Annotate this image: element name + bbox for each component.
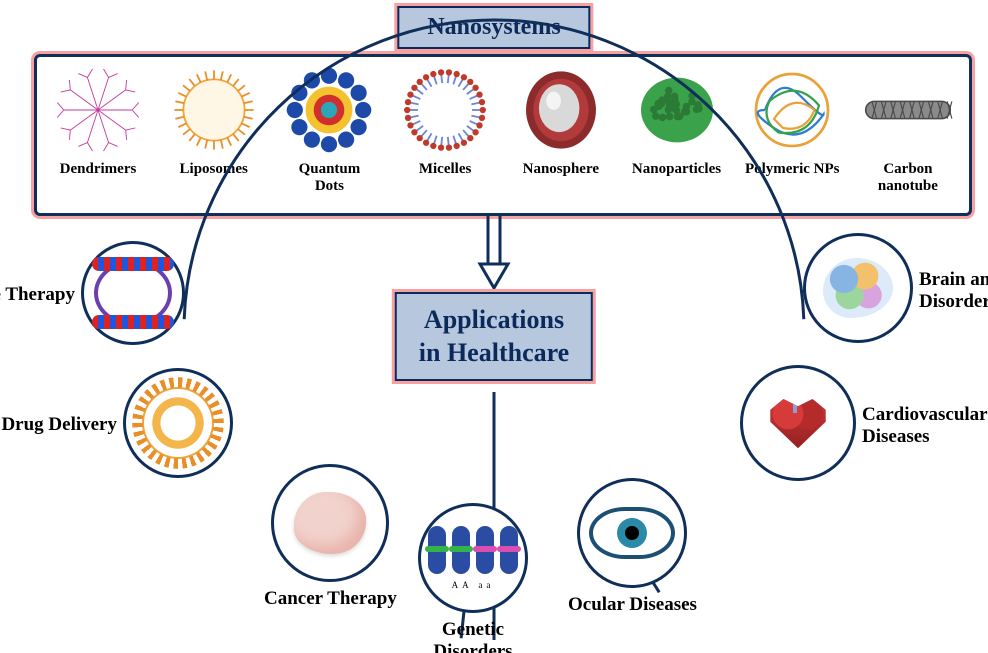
nanosystem-icon — [398, 63, 492, 157]
app-cardio-circle — [740, 365, 856, 481]
app-cancer-therapy-circle — [271, 464, 389, 582]
nanosystem-label: Nanoparticles — [632, 161, 721, 178]
app-brain-cns-label: Brain and CNSDisorders — [919, 269, 988, 313]
app-cancer-therapy: Cancer Therapy — [264, 464, 397, 610]
tumor-icon — [294, 492, 366, 554]
app-ocular-circle — [577, 478, 687, 588]
app-cardio: CardiovascularDiseases — [740, 365, 856, 481]
app-ocular-label: Ocular Diseases — [568, 594, 697, 616]
plasmid-icon — [94, 260, 172, 326]
title-nanosystems: Nanosystems — [397, 6, 590, 49]
nanosystems-panel: Dendrimers Liposomes QuantumDots Micelle… — [34, 54, 972, 216]
app-drug-delivery: Drug Delivery — [123, 368, 233, 478]
nanosystem-icon — [630, 63, 724, 157]
nanosystem-item: Nanoparticles — [622, 57, 732, 178]
nanosystem-icon — [167, 63, 261, 157]
nanosystem-icon — [745, 63, 839, 157]
app-brain-cns: Brain and CNSDisorders — [803, 233, 913, 343]
app-gene-therapy: Gene Therapy — [81, 241, 185, 345]
app-cardio-label: CardiovascularDiseases — [862, 404, 988, 448]
nanosystem-label: QuantumDots — [299, 161, 361, 196]
nanosystem-label: Nanosphere — [523, 161, 599, 178]
nanosystem-item: Micelles — [390, 57, 500, 178]
brain-icon — [823, 258, 893, 318]
arrow-down-icon — [476, 214, 512, 290]
app-gene-therapy-circle — [81, 241, 185, 345]
nanosystem-icon — [861, 63, 955, 157]
app-ocular: Ocular Diseases — [568, 478, 697, 616]
nanosystem-label: Polymeric NPs — [745, 161, 840, 178]
eye-icon — [589, 507, 675, 559]
app-genetic: AA aa GeneticDisorders — [418, 503, 528, 653]
center-applications-box: Applicationsin Healthcare — [395, 292, 593, 381]
nanosystem-item: QuantumDots — [274, 57, 384, 196]
app-brain-cns-circle — [803, 233, 913, 343]
nanosystem-item: Nanosphere — [506, 57, 616, 178]
nanosystem-label: Liposomes — [180, 161, 248, 178]
app-genetic-label: GeneticDisorders — [433, 619, 512, 653]
nanosystem-label: Carbonnanotube — [878, 161, 938, 196]
app-genetic-circle: AA aa — [418, 503, 528, 613]
nanosystem-label: Dendrimers — [60, 161, 137, 178]
nanosystem-item: Carbonnanotube — [853, 57, 963, 196]
chromosome-icon: AA aa — [428, 526, 518, 590]
nanosystem-label: Micelles — [419, 161, 471, 178]
nanosystem-icon — [51, 63, 145, 157]
app-gene-therapy-label: Gene Therapy — [0, 284, 75, 306]
nanosystem-item: Liposomes — [159, 57, 269, 178]
app-drug-delivery-circle — [123, 368, 233, 478]
nanosystem-item: Dendrimers — [43, 57, 153, 178]
nanosystem-icon — [514, 63, 608, 157]
nanosystem-icon — [282, 63, 376, 157]
diagram-root: Nanosystems — [0, 0, 988, 653]
nanosystem-item: Polymeric NPs — [737, 57, 847, 178]
heart-icon — [765, 393, 831, 453]
app-drug-delivery-label: Drug Delivery — [1, 414, 117, 436]
app-cancer-therapy-label: Cancer Therapy — [264, 588, 397, 610]
liposome-icon — [142, 387, 214, 459]
